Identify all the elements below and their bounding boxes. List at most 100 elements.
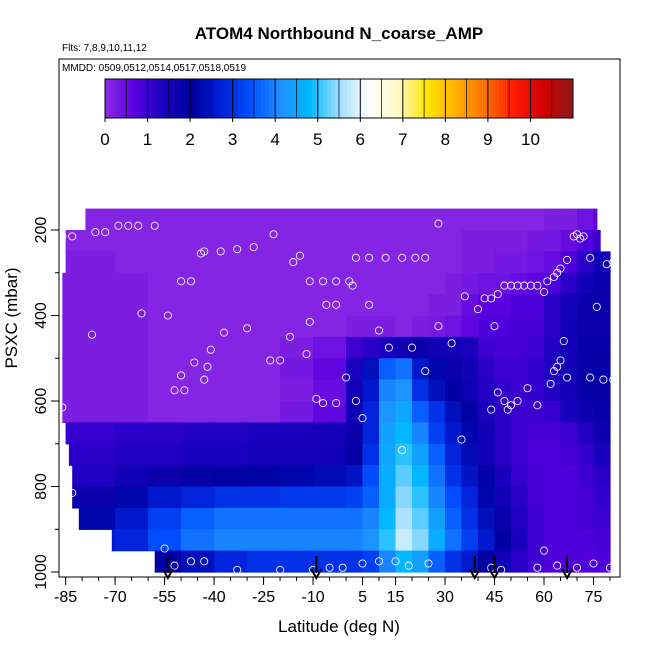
heatmap-cell [181,251,215,274]
heatmap-cell [593,422,611,445]
x-tick-label: -40 [203,589,226,606]
heatmap-cell [544,422,562,445]
heatmap-cell [577,529,595,552]
heatmap-cell [313,272,347,295]
sample-point [523,384,532,393]
heatmap-cell [247,336,281,359]
heatmap-cell [72,465,83,488]
heatmap-cell [280,379,314,402]
sample-points-layer [58,219,618,574]
heatmap-cell [527,379,545,402]
heatmap-cell [247,315,281,338]
heatmap-cell [494,443,512,466]
sample-point [216,247,225,256]
heatmap-cell [247,208,281,231]
heatmap-cell [313,443,347,466]
colorbar-segment [393,79,398,118]
heatmap-cell [148,507,182,530]
heatmap-cell [412,529,430,552]
heatmap-cell [478,358,496,381]
heatmap-cell [428,529,446,552]
colorbar-segment [420,79,426,118]
heatmap-cell [346,208,364,231]
colorbar-segment [206,79,211,118]
heatmap-cell [445,294,463,317]
heatmap-cell [346,294,364,317]
colorbar-segment [147,79,153,118]
heatmap-cell [593,272,611,295]
heatmap-cell [412,443,430,466]
heatmap-cell [560,529,578,552]
colorbar-segment [463,79,469,118]
sample-point [332,300,341,309]
heatmap-cell [82,401,116,423]
heatmap-cell [181,529,215,552]
heatmap-cell [494,208,512,231]
sample-point [200,247,209,256]
heatmap-cell [82,336,116,359]
sample-point [190,358,199,367]
heatmap-cell [478,486,496,509]
heatmap-cell [346,379,364,402]
colorbar-segment [569,79,574,118]
colorbar-segment [467,79,473,118]
heatmap-cell [577,465,595,488]
heatmap-cell [461,465,479,488]
heatmap-cell [478,550,496,573]
sample-point [285,332,295,341]
heatmap-cell [148,486,182,509]
heatmap-cell [346,251,364,274]
sample-point [539,287,549,297]
heatmap-cell [379,251,397,274]
heatmap-cell [428,507,446,530]
heatmap-cell [280,230,314,252]
heatmap-cell [362,550,380,573]
colorbar-segment [397,79,402,118]
heatmap-cell [544,507,562,530]
heatmap-cell [478,294,496,317]
colorbar-segment [545,79,551,118]
sample-point [533,563,542,572]
heatmap-cell [478,336,496,359]
heatmap-cell [478,251,496,274]
heatmap-cell [395,358,413,381]
colorbar-segment [417,79,422,118]
heatmap-cell [115,529,149,552]
heatmap-cell [527,529,545,552]
sample-point [302,349,311,359]
colorbar-segment [350,79,356,118]
heatmap-cell [247,550,281,573]
heatmap-cell [148,294,182,317]
sample-point [572,563,582,572]
heatmap-cell [461,507,479,530]
colorbar-segment [300,79,305,118]
colorbar-segment [565,79,570,118]
heatmap-cell [593,401,611,423]
heatmap-cell [379,443,397,466]
x-tick-label: -85 [54,589,77,606]
heatmap-cell [412,294,430,317]
colorbar-segment [257,79,262,118]
heatmap-cell [181,465,215,488]
sample-point [434,219,443,228]
heatmap-cell [115,294,149,317]
heatmap-cell [62,379,83,402]
colorbar-segment [424,79,430,118]
colorbar-segment [159,79,164,118]
heatmap-cell [181,208,215,231]
heatmap-cell [247,443,281,466]
sample-point [338,563,347,572]
heatmap-cell [115,486,149,509]
heatmap-cell [181,272,215,295]
sample-point [520,281,529,290]
heatmap-cell [181,550,215,573]
heatmap-cell [478,529,496,552]
heatmap-cell [395,272,413,295]
heatmap-cell [511,208,529,231]
heatmap-cell [379,208,397,231]
sample-point [186,557,196,566]
heatmap-cell [362,379,380,402]
heatmap-cell [214,358,248,381]
sample-point [447,339,456,348]
heatmap-cell [511,507,529,530]
